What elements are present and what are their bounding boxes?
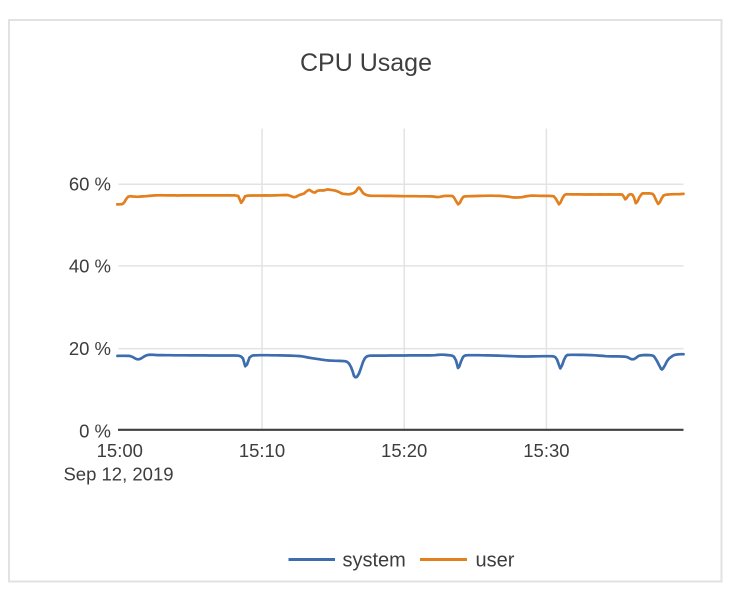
svg-text:15:30: 15:30 — [523, 440, 569, 461]
svg-text:user: user — [476, 550, 515, 572]
svg-text:Sep 12, 2019: Sep 12, 2019 — [63, 464, 173, 485]
svg-text:15:20: 15:20 — [381, 440, 427, 461]
svg-text:60 %: 60 % — [69, 174, 111, 195]
svg-text:CPU Usage: CPU Usage — [300, 49, 432, 77]
svg-text:system: system — [343, 550, 406, 572]
svg-text:15:00: 15:00 — [97, 440, 143, 461]
svg-text:0 %: 0 % — [79, 420, 111, 441]
svg-text:40 %: 40 % — [69, 255, 111, 276]
svg-text:20 %: 20 % — [69, 338, 111, 359]
svg-text:15:10: 15:10 — [239, 440, 285, 461]
